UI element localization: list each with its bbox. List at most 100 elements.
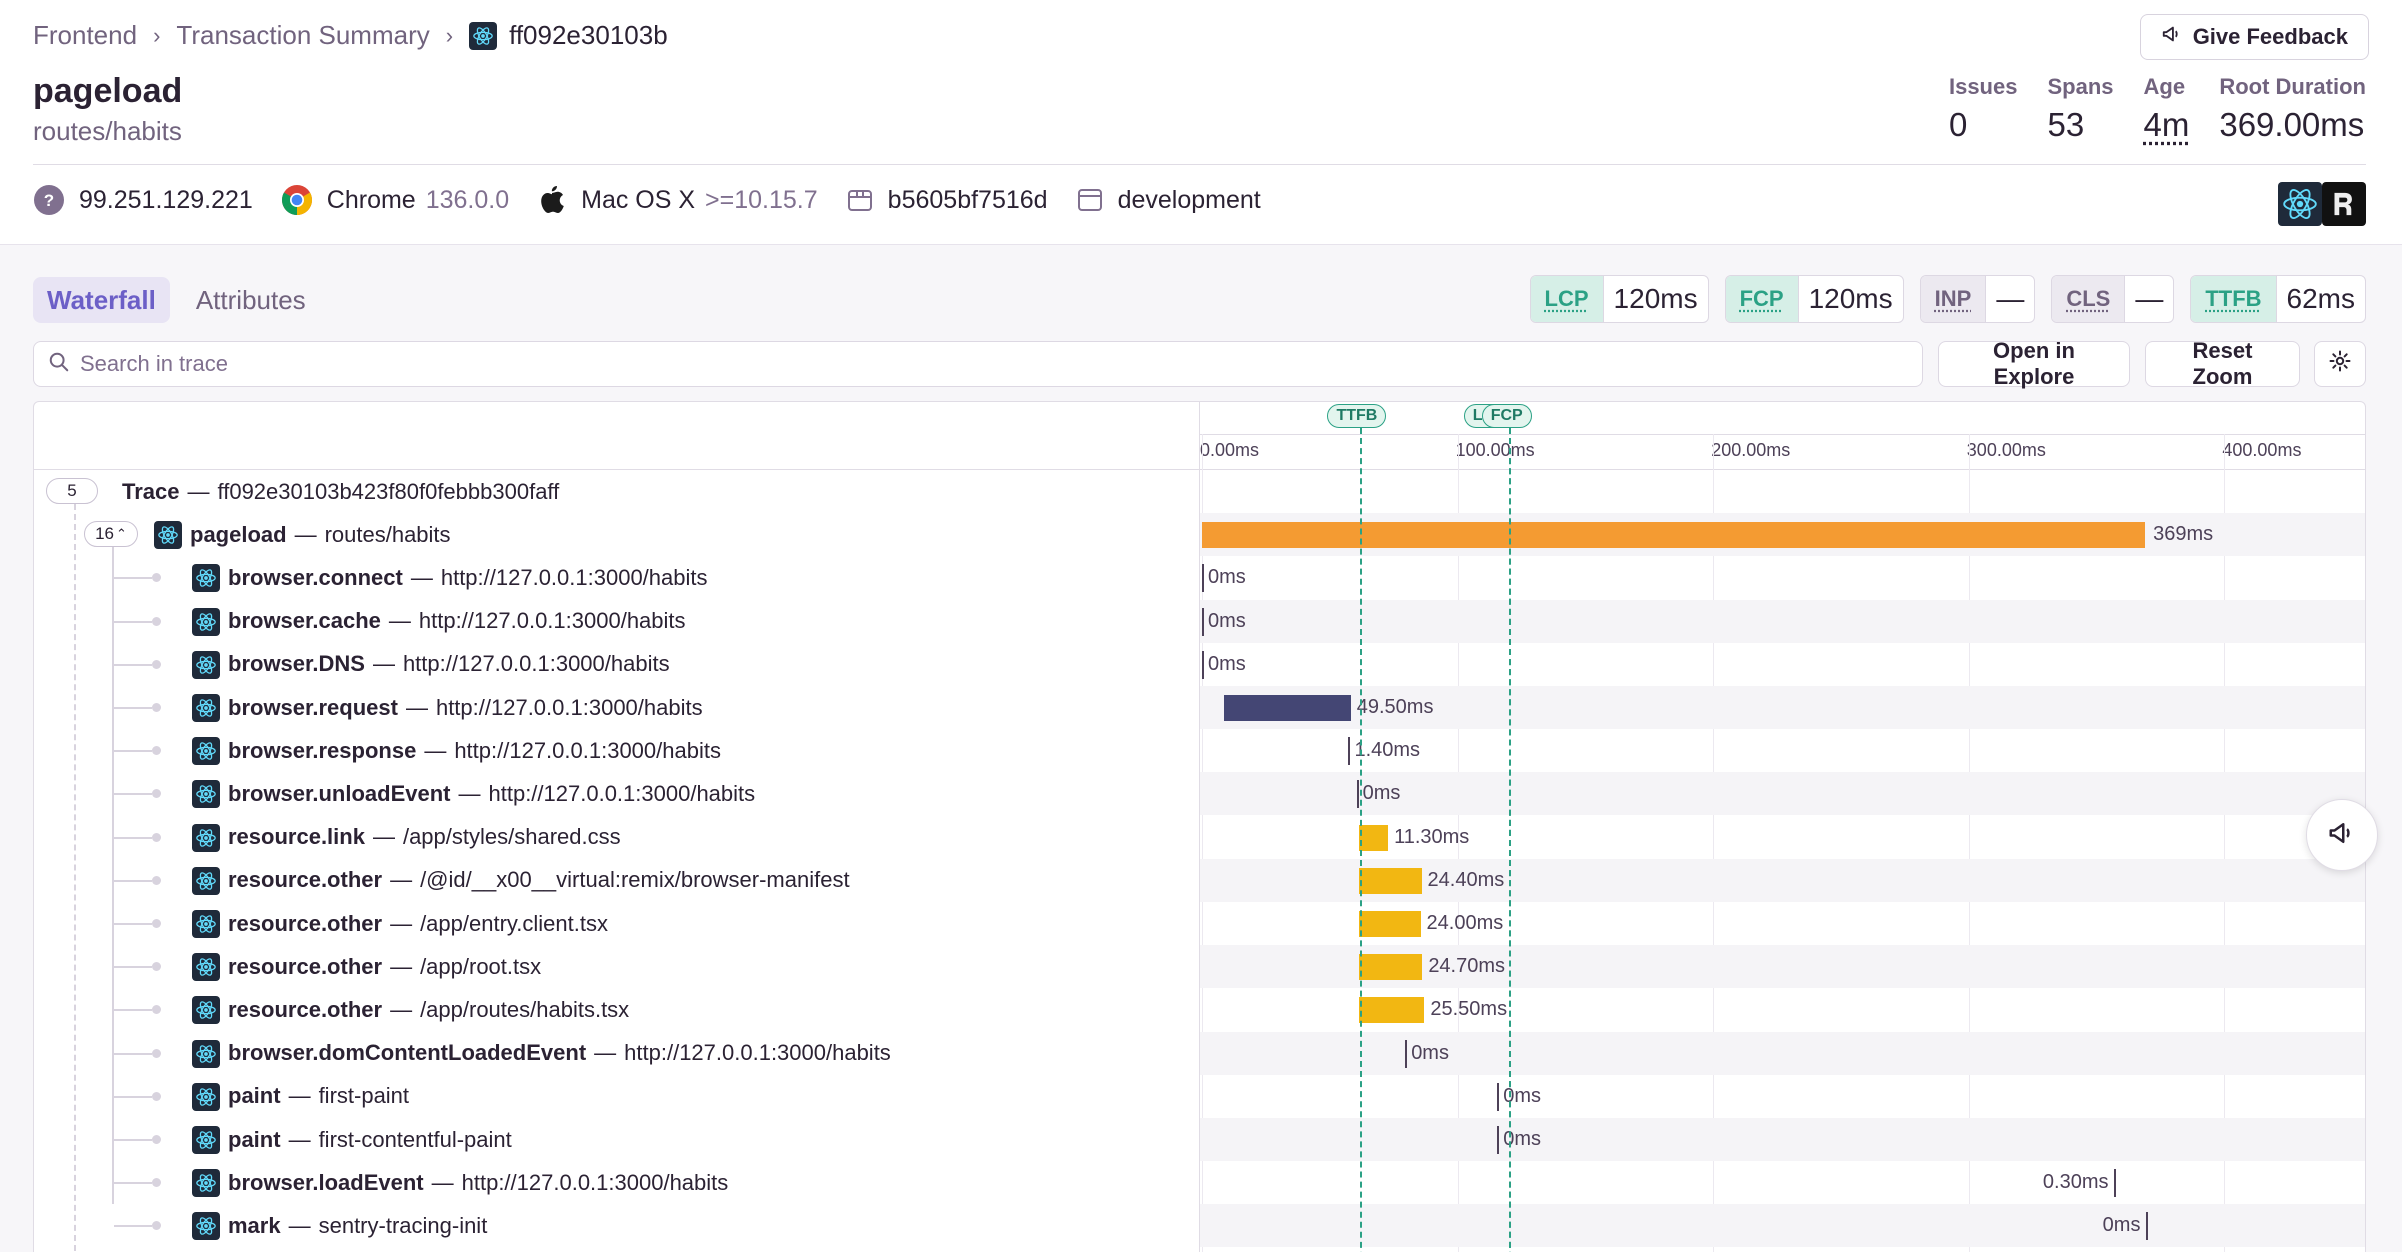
- stat-age: Age 4m: [2144, 74, 2190, 144]
- row-timeline: [1200, 772, 2365, 816]
- tree-node-dot: [152, 1005, 161, 1015]
- react-icon: [192, 1169, 220, 1198]
- trace-row[interactable]: 16 ⌃ pageload — routes/habits 369ms: [34, 513, 2365, 557]
- tag-environment[interactable]: development: [1076, 186, 1261, 215]
- give-feedback-button[interactable]: Give Feedback: [2139, 14, 2369, 60]
- feedback-float-button[interactable]: [2306, 799, 2378, 871]
- chevron-right-icon: ›: [445, 22, 454, 48]
- chevron-right-icon: ›: [153, 22, 161, 48]
- open-in-explore-button[interactable]: Open in Explore: [1938, 338, 2130, 389]
- span-bar[interactable]: [1497, 1082, 1500, 1111]
- row-timeline: [1200, 556, 2365, 599]
- reset-zoom-button[interactable]: Reset Zoom: [2145, 338, 2300, 389]
- tab-waterfall[interactable]: Waterfall: [33, 277, 170, 323]
- span-op: resource.other: [228, 910, 383, 936]
- tree-connector: [114, 577, 152, 580]
- remix-icon: [2322, 182, 2366, 226]
- react-icon: [192, 953, 220, 982]
- span-label: browser.connect — http://127.0.0.1:3000/ha…: [228, 556, 708, 599]
- span-bar[interactable]: [1202, 650, 1204, 679]
- search-input[interactable]: [80, 351, 1880, 377]
- span-duration: 0ms: [1411, 1041, 1449, 1064]
- vital-fcp[interactable]: FCP 120ms: [1724, 275, 1904, 323]
- tree-node-dot: [152, 573, 161, 583]
- span-bar[interactable]: [1356, 780, 1359, 809]
- tree-node-dot: [152, 1048, 161, 1058]
- marker-fcp[interactable]: FCP: [1481, 404, 1532, 428]
- transaction-label: pageload — routes/habits: [190, 513, 451, 556]
- span-bar[interactable]: [1202, 607, 1204, 636]
- tree-connector: [114, 793, 152, 796]
- span-bar[interactable]: [1359, 824, 1389, 851]
- tree-connector: [114, 707, 152, 709]
- span-bar[interactable]: [2114, 1169, 2117, 1198]
- dash: —: [288, 1212, 311, 1238]
- tree-node-dot: [152, 659, 161, 669]
- trace-row[interactable]: paint — first-contentful-paint 0ms: [34, 1118, 2365, 1161]
- trace-row[interactable]: browser.loadEvent — http://127.0.0.1:3000/…: [34, 1161, 2365, 1204]
- trace-search: [33, 341, 1923, 387]
- span-op: mark: [228, 1212, 281, 1238]
- tag-browser[interactable]: Chrome 136.0.0: [281, 184, 509, 216]
- tab-attributes[interactable]: Attributes: [195, 284, 306, 315]
- span-bar[interactable]: [1405, 1039, 1408, 1068]
- trace-row[interactable]: resource.other — /app/root.tsx 24.70ms: [34, 945, 2365, 989]
- span-bar[interactable]: [1497, 1126, 1500, 1154]
- span-duration: 0ms: [1362, 782, 1401, 805]
- trace-row[interactable]: mark — sentry-tracing-init 0ms: [34, 1204, 2365, 1248]
- span-bar[interactable]: [1359, 867, 1422, 894]
- trace-row[interactable]: 5 Trace — ff092e30103b423f80f0febbb300faff: [34, 470, 2365, 513]
- dash: —: [390, 910, 413, 936]
- vital-cls[interactable]: CLS —: [2051, 275, 2175, 323]
- trace-row[interactable]: paint — first-paint 0ms: [34, 1075, 2365, 1118]
- tree-node-dot: [152, 875, 161, 885]
- span-desc: first-paint: [318, 1083, 410, 1109]
- dash: —: [288, 1083, 311, 1109]
- trace-row[interactable]: resource.other — /@id/__x00__virtual:remix…: [34, 858, 2365, 902]
- panel-divider[interactable]: [1199, 402, 1200, 1252]
- vital-lcp[interactable]: LCP 120ms: [1529, 275, 1709, 323]
- tag-release[interactable]: b5605bf7516d: [846, 186, 1048, 215]
- react-icon: [192, 823, 220, 852]
- transaction-children-toggle[interactable]: 16 ⌃: [84, 521, 138, 548]
- trace-row[interactable]: browser.cache — http://127.0.0.1:3000/habi…: [34, 599, 2365, 643]
- trace-row[interactable]: browser.DNS — http://127.0.0.1:3000/habits…: [34, 643, 2365, 686]
- vital-inp[interactable]: INP —: [1919, 275, 2036, 323]
- span-bar[interactable]: [1359, 997, 1425, 1024]
- tag-os[interactable]: Mac OS X >=10.15.7: [537, 184, 818, 216]
- trace-children-count[interactable]: 5: [46, 478, 98, 504]
- trace-row[interactable]: resource.link — /app/styles/shared.css 11.3…: [34, 816, 2365, 859]
- vital-key: CLS: [2052, 276, 2126, 322]
- span-desc: http://127.0.0.1:3000/habits: [461, 1169, 729, 1195]
- trace-row[interactable]: browser.request — http://127.0.0.1:3000/ha…: [34, 686, 2365, 729]
- span-bar[interactable]: [1202, 564, 1204, 593]
- span-bar[interactable]: [1359, 911, 1421, 937]
- trace-row[interactable]: browser.connect — http://127.0.0.1:3000/ha…: [34, 556, 2365, 599]
- breadcrumb-transaction-summary[interactable]: Transaction Summary: [176, 20, 430, 50]
- span-bar[interactable]: [2146, 1212, 2149, 1241]
- trace-row[interactable]: browser.response — http://127.0.0.1:3000/h…: [34, 729, 2365, 772]
- settings-button[interactable]: [2314, 341, 2366, 387]
- span-bar[interactable]: [1224, 695, 1351, 721]
- transaction-bar[interactable]: [1202, 522, 2146, 549]
- tag-os-version: >=10.15.7: [705, 185, 818, 214]
- span-desc: http://127.0.0.1:3000/habits: [488, 780, 756, 806]
- breadcrumb-frontend[interactable]: Frontend: [33, 20, 138, 50]
- span-desc: /app/styles/shared.css: [402, 824, 621, 850]
- marker-ttfb[interactable]: TTFB: [1327, 404, 1387, 428]
- span-op: browser.DNS: [228, 651, 365, 677]
- span-duration: 0ms: [1208, 609, 1246, 632]
- vital-ttfb[interactable]: TTFB 62ms: [2190, 275, 2366, 323]
- tag-ip[interactable]: ? 99.251.129.221: [33, 184, 253, 216]
- trace-row[interactable]: resource.other — /app/routes/habits.tsx 25.…: [34, 988, 2365, 1031]
- vital-value: 120ms: [1808, 283, 1893, 314]
- span-bar[interactable]: [1359, 954, 1423, 981]
- trace-row[interactable]: browser.unloadEvent — http://127.0.0.1:300…: [34, 772, 2365, 816]
- trace-row[interactable]: resource.other — /app/entry.client.tsx 24.0…: [34, 902, 2365, 945]
- stat-value[interactable]: 4m: [2143, 106, 2190, 143]
- row-timeline: [1200, 1161, 2365, 1204]
- tree-node-dot: [152, 919, 161, 928]
- tree-connector: [114, 663, 152, 666]
- trace-row[interactable]: browser.domContentLoadedEvent — http://127…: [34, 1031, 2365, 1075]
- span-bar[interactable]: [1348, 737, 1351, 766]
